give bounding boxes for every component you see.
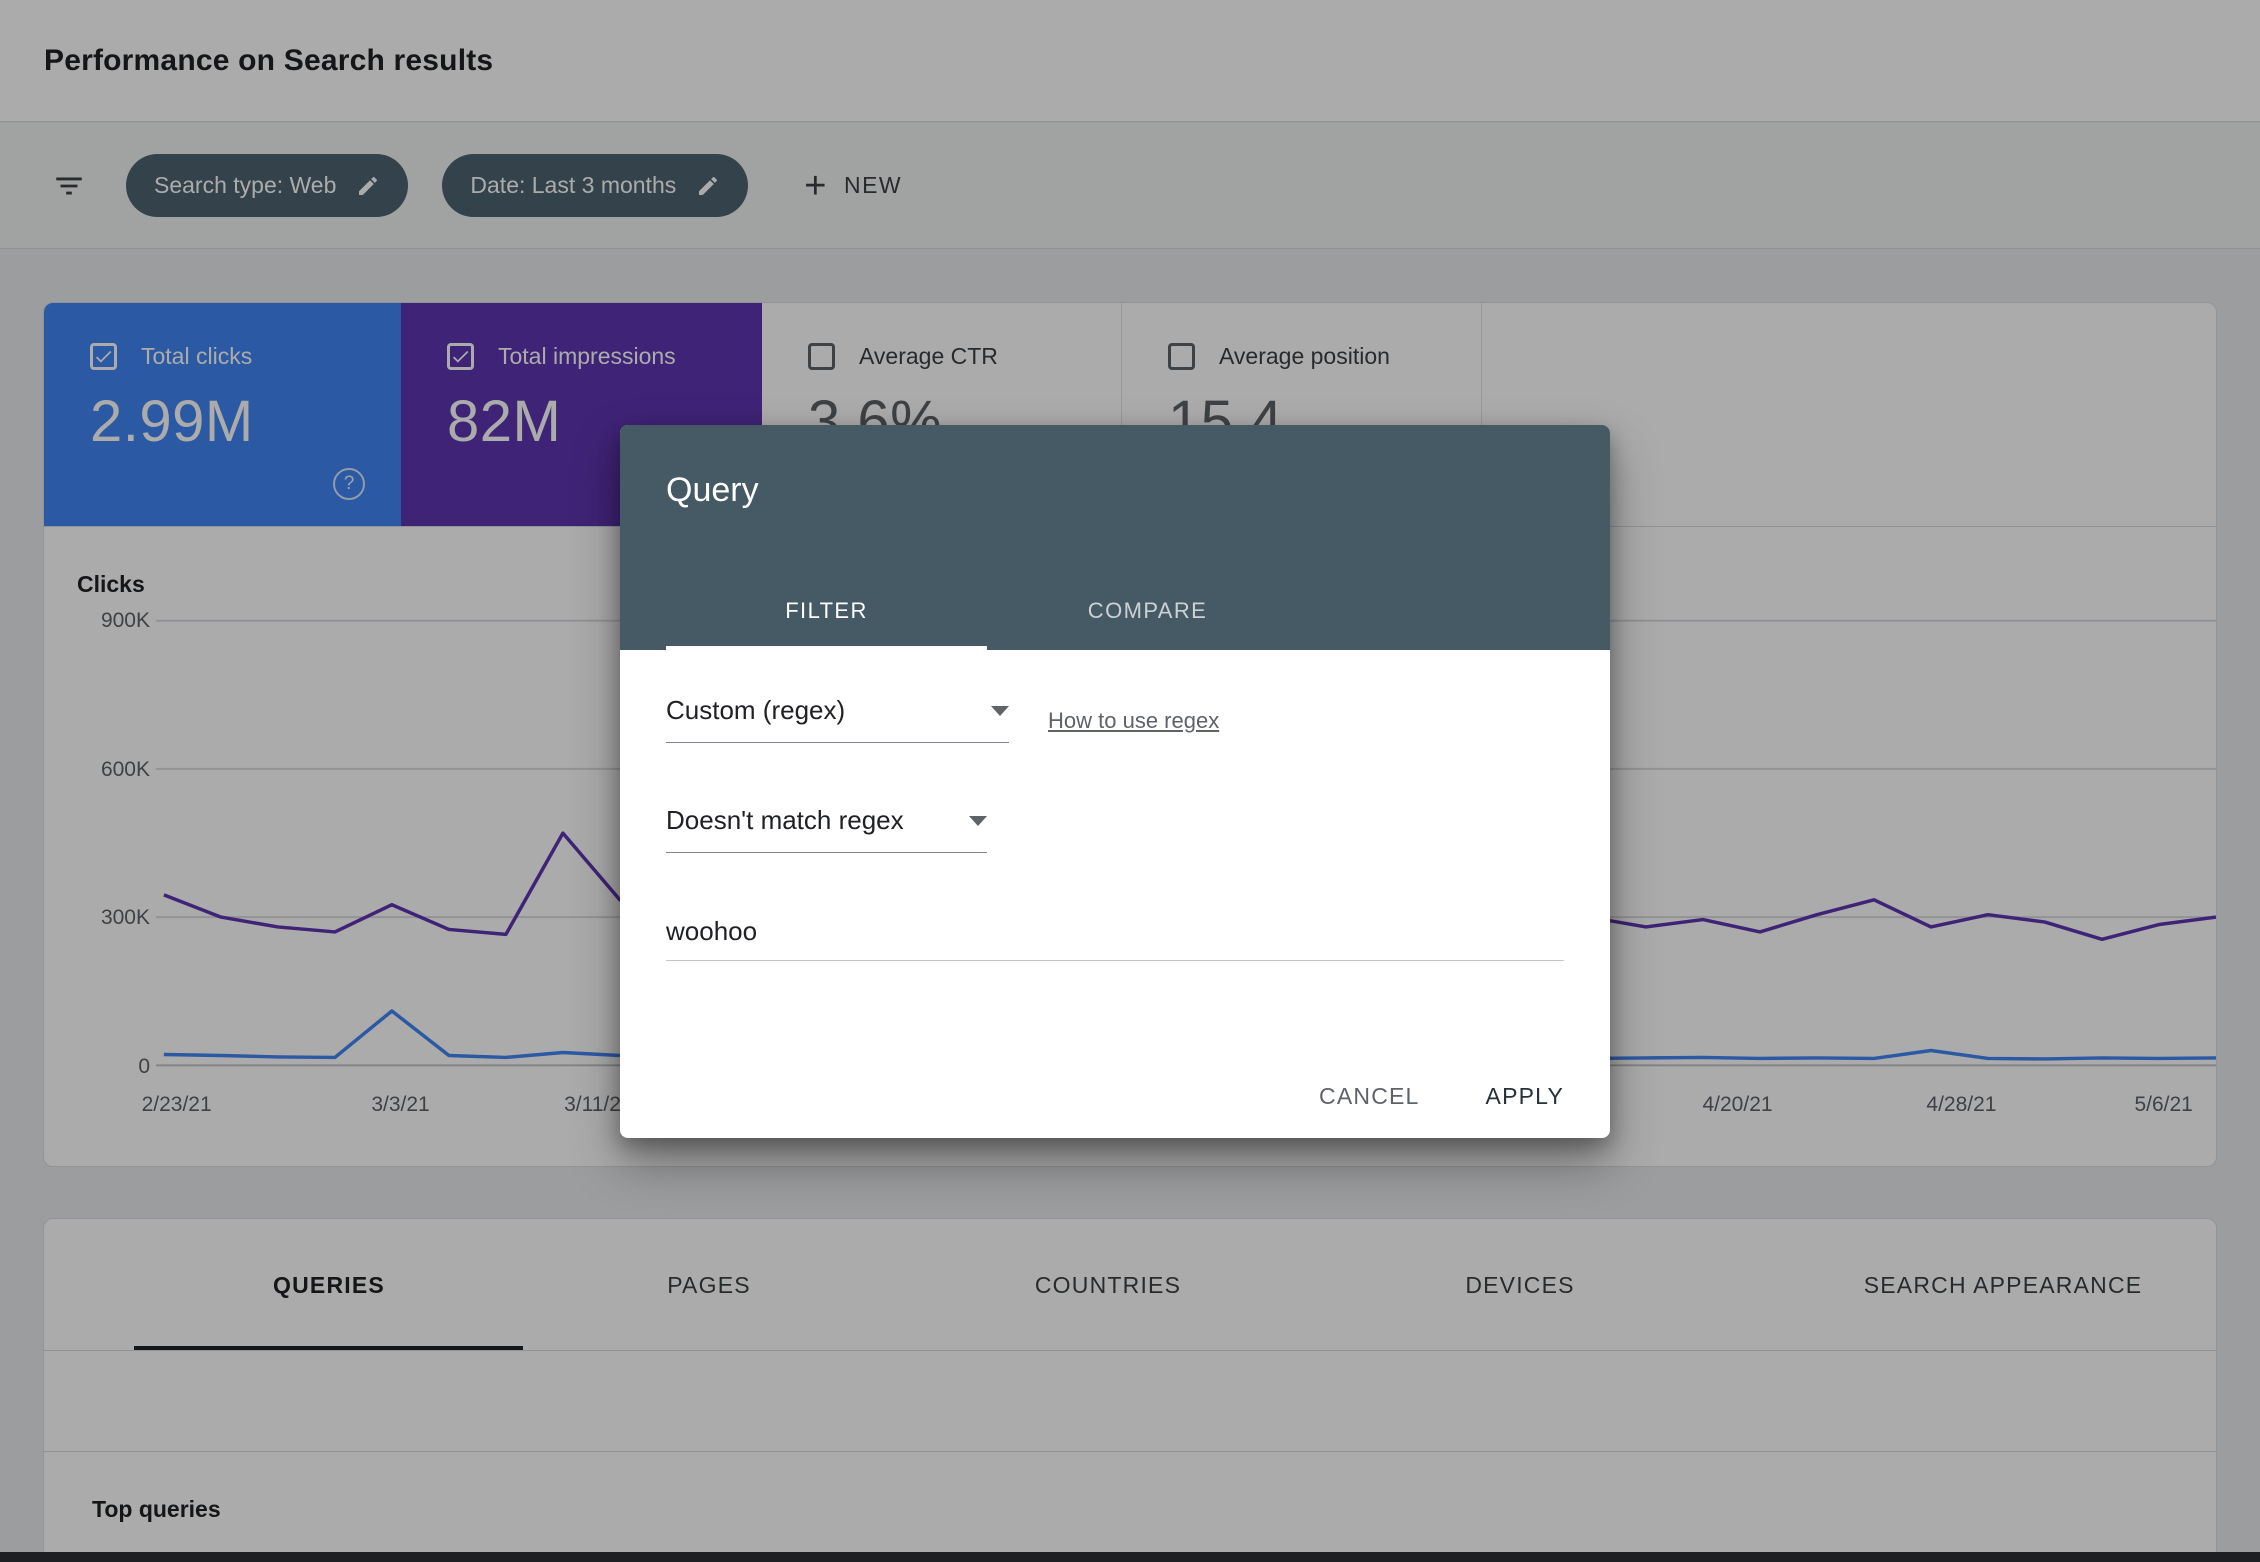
filter-type-select[interactable]: Custom (regex)	[666, 695, 1009, 743]
y-axis-label: 0	[138, 1055, 150, 1078]
x-axis-label: 4/20/21	[1702, 1093, 1773, 1116]
tab-pages[interactable]: PAGES	[667, 1271, 751, 1298]
checkbox-checked-icon[interactable]	[90, 343, 117, 370]
active-tab-underline	[134, 1346, 523, 1350]
filter-type-value: Custom (regex)	[666, 695, 846, 725]
metric-label: Average position	[1219, 343, 1390, 369]
dialog-tab-compare[interactable]: COMPARE	[1087, 598, 1208, 623]
condition-select[interactable]: Doesn't match regex	[666, 805, 987, 853]
query-filter-dialog: Query FILTER COMPARE Custom (regex) How …	[620, 425, 1610, 1138]
edit-pencil-icon[interactable]	[356, 174, 380, 198]
x-axis-label: 4/28/21	[1926, 1093, 1997, 1116]
metric-card-total-clicks[interactable]: Total clicks 2.99M ?	[44, 303, 401, 526]
checkbox-unchecked-icon[interactable]	[1168, 343, 1195, 370]
tab-devices[interactable]: DEVICES	[1465, 1271, 1575, 1298]
checkbox-unchecked-icon[interactable]	[808, 343, 835, 370]
dialog-tabs: FILTER COMPARE	[666, 572, 1308, 650]
edit-pencil-icon[interactable]	[696, 174, 720, 198]
chevron-down-icon	[969, 815, 987, 826]
chevron-down-icon	[991, 705, 1009, 716]
tab-countries[interactable]: COUNTRIES	[1034, 1271, 1182, 1298]
cancel-button[interactable]: CANCEL	[1319, 1083, 1420, 1109]
plus-icon: +	[804, 164, 828, 207]
metric-label: Total clicks	[141, 343, 253, 369]
x-axis-label: 3/3/21	[371, 1093, 430, 1116]
metric-label: Average CTR	[859, 343, 998, 369]
metric-value: 82M	[447, 389, 562, 454]
page-title: Performance on Search results	[44, 43, 494, 77]
x-axis-label: 5/6/21	[2134, 1093, 2193, 1116]
new-filter-button-label: NEW	[843, 172, 903, 198]
tab-search-appearance[interactable]: SEARCH APPEARANCE	[1863, 1271, 2143, 1298]
dialog-header: Query FILTER COMPARE	[620, 425, 1610, 650]
filter-bar: Search type: Web Date: Last 3 months + N…	[0, 123, 2260, 249]
x-axis-label: 2/23/21	[141, 1093, 212, 1116]
checkbox-checked-icon[interactable]	[447, 343, 474, 370]
bottom-bar	[0, 1552, 2260, 1562]
regex-help-link[interactable]: How to use regex	[1048, 708, 1220, 733]
table-toolbar	[44, 1351, 2216, 1452]
x-axis-label: 3/11/21	[564, 1093, 633, 1116]
dimensions-table-panel: QUERIES PAGES COUNTRIES DEVICES SEARCH A…	[43, 1218, 2217, 1562]
date-range-chip-label: Date: Last 3 months	[470, 172, 677, 198]
search-type-chip-label: Search type: Web	[154, 172, 337, 198]
chart-title: Clicks	[77, 571, 145, 597]
tab-queries[interactable]: QUERIES	[273, 1271, 385, 1298]
filter-list-icon	[56, 177, 82, 194]
table-section-row: Top queries	[44, 1452, 2216, 1523]
dialog-tab-filter[interactable]: FILTER	[785, 598, 868, 623]
top-header: Performance on Search results	[0, 0, 2260, 122]
metric-cards-row: Total clicks 2.99M ? Total impressions 8…	[44, 303, 2216, 527]
date-range-chip[interactable]: Date: Last 3 months	[442, 154, 749, 217]
new-filter-button[interactable]: + NEW	[804, 167, 902, 205]
metric-label: Total impressions	[498, 343, 676, 369]
dialog-active-tab-underline	[666, 646, 987, 650]
metric-value: 2.99M	[90, 389, 254, 454]
condition-value: Doesn't match regex	[666, 805, 904, 835]
search-type-chip[interactable]: Search type: Web	[126, 154, 409, 217]
apply-button[interactable]: APPLY	[1485, 1083, 1564, 1109]
dialog-title: Query	[666, 471, 759, 509]
dimension-tabs: QUERIES PAGES COUNTRIES DEVICES SEARCH A…	[44, 1219, 2216, 1351]
help-icon[interactable]: ?	[333, 468, 365, 500]
y-axis-label: 300K	[100, 906, 150, 930]
regex-value-input[interactable]	[666, 903, 1564, 961]
y-axis-label: 600K	[100, 757, 150, 781]
top-queries-label: Top queries	[92, 1496, 221, 1522]
y-axis-label: 900K	[100, 609, 150, 632]
dialog-actions: CANCEL APPLY	[1319, 1083, 1564, 1110]
filter-list-button[interactable]	[52, 169, 92, 203]
